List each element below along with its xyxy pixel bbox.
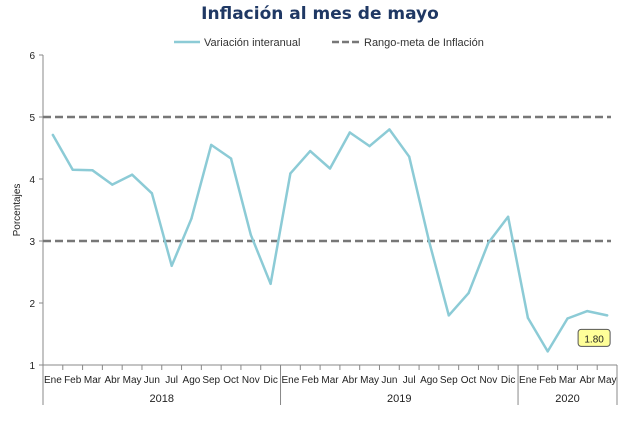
- x-tick-label: Feb: [64, 375, 82, 386]
- x-tick-label: Ene: [44, 375, 62, 386]
- data-point: [605, 314, 609, 317]
- year-label: 2018: [150, 393, 174, 405]
- x-tick-label: Abr: [104, 375, 120, 386]
- data-point: [130, 173, 134, 176]
- data-point: [289, 172, 292, 175]
- x-tick-label: Ago: [420, 375, 438, 386]
- x-tick-label: Jul: [403, 375, 416, 386]
- data-point: [566, 317, 569, 320]
- data-point: [348, 131, 351, 134]
- target-range-lines: [43, 115, 611, 243]
- data-point: [526, 316, 530, 320]
- x-tick-label: Jun: [381, 375, 397, 386]
- data-point: [170, 264, 173, 267]
- x-tick-label: May: [360, 375, 379, 386]
- y-axis-label: Porcentajes: [12, 184, 23, 237]
- data-point: [309, 149, 312, 153]
- y-tick-label: 1: [29, 361, 35, 372]
- y-tick-label: 6: [29, 51, 35, 62]
- callout-label: 1.80: [584, 334, 604, 345]
- data-point: [269, 282, 272, 285]
- x-tick-label: Dic: [501, 375, 515, 386]
- legend-label-series-1: Variación interanual: [204, 37, 300, 49]
- x-tick-label: Oct: [223, 375, 239, 386]
- x-tick-label: May: [123, 375, 142, 386]
- x-tick-label: Abr: [580, 375, 596, 386]
- x-tick-label: Oct: [461, 375, 477, 386]
- axes: [39, 54, 618, 405]
- data-point: [388, 128, 391, 131]
- x-tick-label: Abr: [342, 375, 358, 386]
- data-point: [210, 143, 213, 147]
- data-point: [249, 233, 253, 236]
- x-tick-label: Nov: [242, 375, 260, 386]
- year-label: 2020: [555, 393, 579, 405]
- data-point: [407, 155, 411, 158]
- x-tick-label: Feb: [302, 375, 320, 386]
- data-point: [586, 309, 589, 313]
- callout-box: [577, 328, 611, 347]
- data-point: [71, 168, 74, 171]
- data-point: [51, 133, 55, 137]
- x-tick-label: Sep: [440, 375, 458, 386]
- data-point: [447, 314, 450, 317]
- x-tick-label: Mar: [321, 375, 339, 386]
- data-point: [506, 215, 510, 219]
- data-point: [427, 239, 431, 243]
- data-point: [328, 167, 332, 170]
- x-tick-label: Ene: [282, 375, 300, 386]
- y-tick-label: 2: [29, 299, 35, 310]
- x-tick-label: Jun: [144, 375, 160, 386]
- data-point: [111, 183, 114, 186]
- data-point: [150, 192, 154, 195]
- x-tick-label: Jul: [165, 375, 178, 386]
- data-point: [467, 291, 470, 295]
- x-tick-label: Mar: [84, 375, 102, 386]
- data-point: [546, 350, 549, 353]
- series-group: [51, 128, 609, 353]
- x-tick-label: Feb: [539, 375, 557, 386]
- data-point: [229, 157, 233, 160]
- x-tick-label: Nov: [479, 375, 497, 386]
- value-callout: 1.80: [577, 328, 611, 347]
- data-point: [91, 169, 94, 172]
- x-tick-label: Mar: [559, 375, 577, 386]
- data-point: [487, 241, 490, 245]
- data-point: [190, 217, 193, 220]
- year-label: 2019: [387, 393, 411, 405]
- y-tick-labels: 1 2 3 4 5 6: [29, 51, 35, 372]
- x-tick-label: May: [598, 375, 617, 386]
- legend: Variación interanual Rango-meta de Infla…: [174, 37, 484, 49]
- legend-label-series-2: Rango-meta de Inflación: [364, 37, 484, 49]
- chart-title: Inflación al mes de mayo: [201, 4, 439, 24]
- y-tick-label: 3: [29, 237, 35, 248]
- y-tick-label: 4: [29, 175, 35, 186]
- data-point: [368, 144, 371, 148]
- x-tick-label: Dic: [263, 375, 277, 386]
- x-tick-label: Ene: [519, 375, 537, 386]
- x-tick-label: Ago: [183, 375, 201, 386]
- y-tick-label: 5: [29, 113, 35, 124]
- x-tick-label: Sep: [202, 375, 220, 386]
- x-tick-labels: Ene Feb Mar Abr May Jun Jul Ago Sep Oct Nov Dic Ene F…: [44, 375, 617, 405]
